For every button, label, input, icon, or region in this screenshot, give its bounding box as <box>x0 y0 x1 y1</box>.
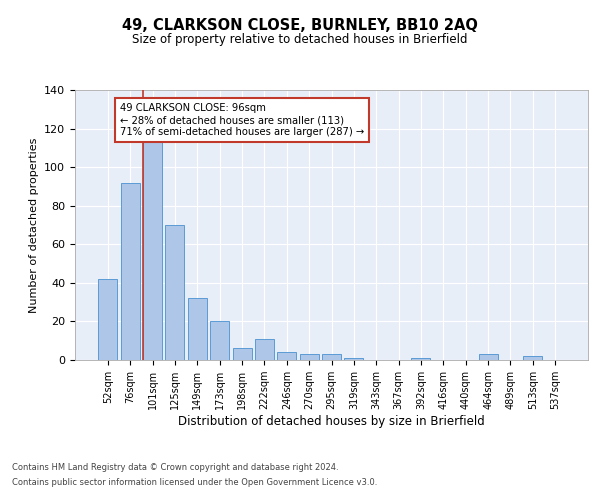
Bar <box>233 348 251 360</box>
Bar <box>143 136 162 360</box>
Bar <box>322 354 341 360</box>
Bar <box>188 298 207 360</box>
Text: 49 CLARKSON CLOSE: 96sqm
← 28% of detached houses are smaller (113)
71% of semi-: 49 CLARKSON CLOSE: 96sqm ← 28% of detach… <box>120 104 364 136</box>
Bar <box>523 356 542 360</box>
Text: Size of property relative to detached houses in Brierfield: Size of property relative to detached ho… <box>132 32 468 46</box>
Text: Contains public sector information licensed under the Open Government Licence v3: Contains public sector information licen… <box>12 478 377 487</box>
Bar <box>210 322 229 360</box>
Bar <box>98 279 118 360</box>
X-axis label: Distribution of detached houses by size in Brierfield: Distribution of detached houses by size … <box>178 415 485 428</box>
Bar <box>121 182 140 360</box>
Bar <box>166 225 184 360</box>
Bar <box>344 358 364 360</box>
Bar <box>479 354 497 360</box>
Text: 49, CLARKSON CLOSE, BURNLEY, BB10 2AQ: 49, CLARKSON CLOSE, BURNLEY, BB10 2AQ <box>122 18 478 32</box>
Bar <box>299 354 319 360</box>
Bar <box>412 358 430 360</box>
Bar <box>277 352 296 360</box>
Bar <box>255 339 274 360</box>
Y-axis label: Number of detached properties: Number of detached properties <box>29 138 38 312</box>
Text: Contains HM Land Registry data © Crown copyright and database right 2024.: Contains HM Land Registry data © Crown c… <box>12 463 338 472</box>
